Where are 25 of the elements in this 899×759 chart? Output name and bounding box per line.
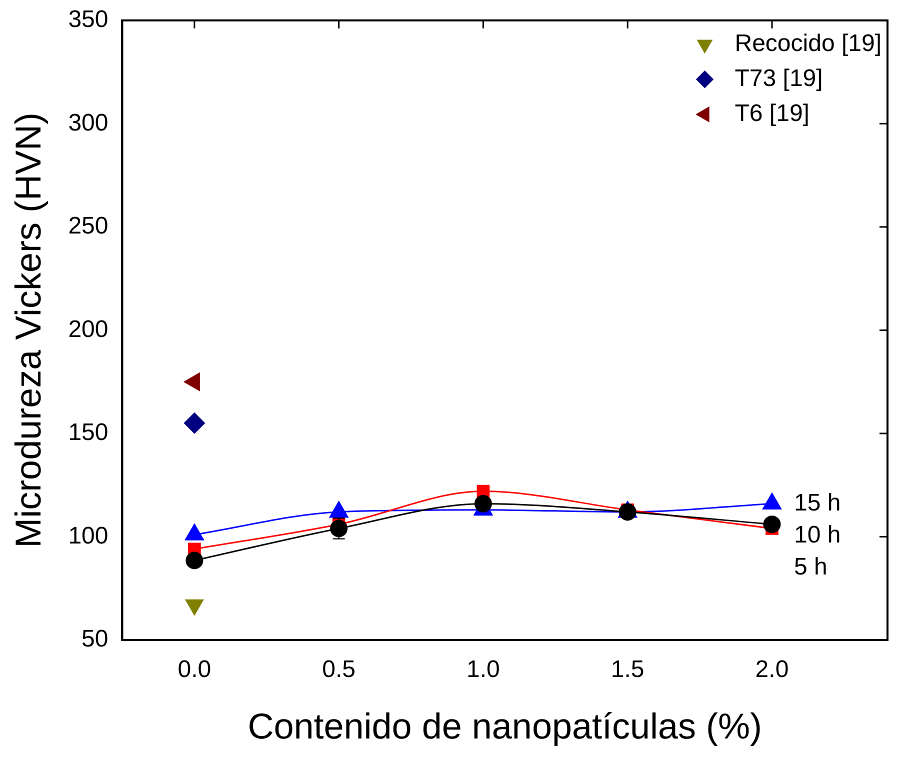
legend-label: T6 [19] (734, 100, 810, 128)
series-label: 10 h (794, 521, 841, 548)
y-tick-label: 50 (82, 626, 108, 653)
series-label: 5 h (794, 553, 828, 580)
legend-label: Recocido [19] (734, 30, 882, 58)
x-tick-label: 1.0 (466, 656, 500, 684)
point (184, 412, 205, 434)
x-tick-label: 0.0 (178, 656, 212, 684)
legend-label: T73 [19] (734, 65, 823, 92)
x-tick-label: 2.0 (755, 656, 789, 684)
point (186, 552, 204, 570)
point (474, 494, 492, 512)
y-tick-label: 100 (68, 522, 108, 550)
y-tick-label: 300 (68, 109, 108, 136)
y-tick-label: 250 (68, 212, 108, 240)
y-tick-label: 150 (68, 419, 108, 446)
x-axis-title: Contenido de nanopatículas (%) (248, 705, 762, 746)
x-tick-label: 0.5 (322, 656, 356, 684)
y-axis-title: Microdureza Vickers (HVN) (8, 112, 49, 548)
y-tick-label: 200 (68, 316, 108, 343)
x-tick-label: 1.5 (610, 656, 644, 684)
y-tick-label: 350 (68, 6, 108, 34)
point (618, 503, 636, 521)
point (763, 516, 781, 534)
series-label: 15 h (794, 489, 841, 516)
